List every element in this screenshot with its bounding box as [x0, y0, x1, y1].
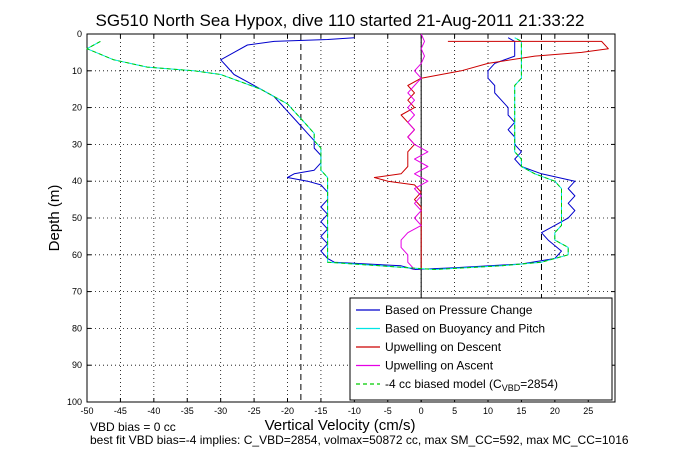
y-tick-label: 10: [72, 66, 82, 76]
y-tick-label: 30: [72, 139, 82, 149]
x-tick-label: -50: [80, 406, 93, 416]
x-tick-label: 20: [550, 406, 560, 416]
legend-label: Based on Pressure Change: [385, 303, 533, 317]
y-tick-label: 60: [72, 250, 82, 260]
series-line-4: [400, 33, 429, 270]
x-tick-label: 15: [516, 406, 526, 416]
y-axis-label: Depth (m): [46, 185, 63, 252]
x-tick-label: -5: [384, 406, 392, 416]
legend-label: -4 cc biased model (CVBD=2854): [385, 377, 558, 393]
x-tick-label: -20: [281, 406, 294, 416]
legend-label: Upwelling on Descent: [385, 340, 502, 354]
y-tick-label: 50: [72, 213, 82, 223]
axis-ticks: -50 -45 -40 -35 -30 -25 -20 -15 -10 -5 0 5 10 15 20 250…: [67, 29, 615, 416]
x-tick-label: 10: [483, 406, 493, 416]
legend-box: [349, 297, 613, 401]
x-tick-label: 25: [583, 406, 593, 416]
series-line-5: [86, 37, 569, 270]
best-fit-note: best fit VBD bias=-4 implies: C_VBD=2854…: [90, 433, 629, 447]
x-tick-label: 0: [419, 406, 424, 416]
series-line-3: [373, 40, 609, 270]
x-tick-label: -30: [214, 406, 227, 416]
x-tick-label: 5: [452, 406, 457, 416]
y-tick-label: 70: [72, 287, 82, 297]
data-series: [86, 33, 609, 270]
y-tick-label: 0: [77, 29, 82, 39]
y-tick-label: 100: [67, 397, 82, 407]
x-tick-label: -40: [147, 406, 160, 416]
y-tick-label: 40: [72, 176, 82, 186]
legend-label: Based on Buoyancy and Pitch: [385, 322, 545, 336]
legend: Based on Pressure Change Based on Buoyanc…: [349, 297, 613, 401]
x-axis-label: Vertical Velocity (cm/s): [265, 417, 416, 434]
x-tick-label: -35: [181, 406, 194, 416]
y-tick-label: 90: [72, 360, 82, 370]
y-tick-label: 20: [72, 103, 82, 113]
x-tick-label: -45: [114, 406, 127, 416]
y-tick-label: 80: [72, 323, 82, 333]
chart-title: SG510 North Sea Hypox, dive 110 started …: [96, 11, 585, 30]
legend-label: Upwelling on Ascent: [385, 359, 494, 373]
x-tick-label: -10: [348, 406, 361, 416]
x-tick-label: -25: [248, 406, 261, 416]
x-tick-label: -15: [314, 406, 327, 416]
vbd-bias-note: VBD bias = 0 cc: [90, 420, 176, 434]
grid-lines: [87, 34, 615, 402]
